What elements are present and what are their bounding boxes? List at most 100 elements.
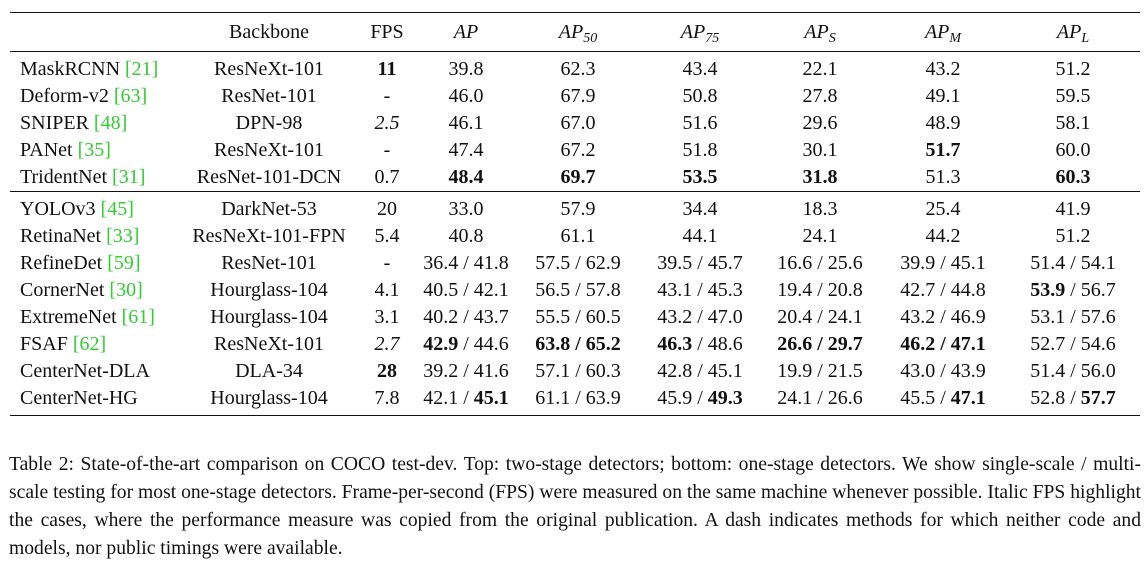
backbone-cell: ResNet-101 bbox=[221, 85, 317, 107]
backbone-cell: ResNeXt-101 bbox=[214, 139, 324, 161]
fps-cell: 28 bbox=[358, 358, 416, 385]
ap75-value: 53.5 bbox=[682, 166, 718, 188]
aps-cell: 24.1 / 26.6 bbox=[760, 385, 880, 416]
backbone-cell: DPN-98 bbox=[235, 112, 303, 134]
ap75-value: 43.1 / 45.3 bbox=[657, 279, 743, 301]
table-row: ExtremeNet [61] Hourglass-104 3.1 40.2 / 43… bbox=[10, 304, 1140, 331]
backbone-cell: DLA-34 bbox=[235, 360, 303, 382]
aps-value: 29.6 bbox=[802, 112, 838, 134]
ap75-cell: 44.1 bbox=[640, 223, 760, 250]
aps-value: 31.8 bbox=[802, 166, 838, 188]
apm-cell: 43.2 bbox=[880, 52, 1006, 84]
method-label: RefineDet bbox=[20, 252, 108, 274]
ap-value: 42.9 bbox=[423, 333, 459, 355]
header-method bbox=[10, 13, 180, 52]
header-ap50: AP50 bbox=[558, 21, 598, 46]
citation-link: [31] bbox=[112, 166, 146, 188]
header-backbone: Backbone bbox=[229, 21, 309, 43]
ap50-value: 61.1 / 63.9 bbox=[535, 387, 621, 409]
ap50-value: 67.2 bbox=[560, 139, 596, 161]
apm-value: 46.2 / 47.1 bbox=[900, 333, 986, 355]
table-row: RetinaNet [33] ResNeXt-101-FPN 5.4 40.8 61.1… bbox=[10, 223, 1140, 250]
ap-value: 40.8 bbox=[448, 225, 484, 247]
method-label: RetinaNet bbox=[20, 225, 107, 247]
fps-cell: 3.1 bbox=[358, 304, 416, 331]
method-name: TridentNet [31] bbox=[10, 164, 180, 192]
fps-cell: 20 bbox=[358, 192, 416, 224]
apl-value: 52.8 / bbox=[1030, 387, 1081, 409]
ap75-value: 51.8 bbox=[682, 139, 718, 161]
ap75-cell: 46.3 / 48.6 bbox=[640, 331, 760, 358]
fps-cell: - bbox=[358, 250, 416, 277]
ap75-value: 43.2 / 47.0 bbox=[657, 306, 743, 328]
ap75-cell: 43.2 / 47.0 bbox=[640, 304, 760, 331]
aps-value: 19.4 / 20.8 bbox=[777, 279, 863, 301]
ap75-value: 51.6 bbox=[682, 112, 718, 134]
apl-cell: 53.1 / 57.6 bbox=[1006, 304, 1140, 331]
apl-cell: 51.2 bbox=[1006, 223, 1140, 250]
method-label: TridentNet bbox=[20, 166, 113, 188]
ap50-cell: 62.3 bbox=[516, 52, 640, 84]
apl-cell: 51.4 / 54.1 bbox=[1006, 250, 1140, 277]
ap75-cell: 43.1 / 45.3 bbox=[640, 277, 760, 304]
aps-cell: 16.6 / 25.6 bbox=[760, 250, 880, 277]
aps-cell: 20.4 / 24.1 bbox=[760, 304, 880, 331]
ap75-cell: 39.5 / 45.7 bbox=[640, 250, 760, 277]
apm-value: 39.9 / 45.1 bbox=[900, 252, 986, 274]
fps-cell: 2.7 bbox=[358, 331, 416, 358]
ap50-value: 57.1 / 60.3 bbox=[535, 360, 621, 382]
ap75-value: 34.4 bbox=[682, 198, 718, 220]
ap75-cell: 53.5 bbox=[640, 164, 760, 192]
method-label: CenterNet-HG bbox=[20, 387, 138, 409]
backbone-cell: ResNet-101 bbox=[221, 252, 317, 274]
backbone-cell: ResNeXt-101 bbox=[214, 333, 324, 355]
ap50-cell: 57.5 / 62.9 bbox=[516, 250, 640, 277]
ap75-value: 50.8 bbox=[682, 85, 718, 107]
method-name: FSAF [62] bbox=[10, 331, 180, 358]
citation-link: [59] bbox=[107, 252, 141, 274]
table-row: YOLOv3 [45] DarkNet-53 20 33.0 57.9 34.4 18.3 2… bbox=[10, 192, 1140, 224]
table-caption: Table 2: State-of-the-art comparison on … bbox=[9, 454, 1141, 559]
ap-cell: 47.4 bbox=[416, 137, 516, 164]
aps-cell: 18.3 bbox=[760, 192, 880, 224]
apl-cell: 60.0 bbox=[1006, 137, 1140, 164]
header-ap75: AP75 bbox=[680, 21, 720, 46]
ap50-value: 62.3 bbox=[560, 58, 596, 80]
apl-cell: 52.8 / 57.7 bbox=[1006, 385, 1140, 416]
table-row: PANet [35] ResNeXt-101 - 47.4 67.2 51.8 30.1 51… bbox=[10, 137, 1140, 164]
ap50-cell: 63.8 / 65.2 bbox=[516, 331, 640, 358]
backbone-cell: ResNet-101-DCN bbox=[196, 166, 342, 188]
method-name: MaskRCNN [21] bbox=[10, 52, 180, 84]
ap75-cell: 51.6 bbox=[640, 110, 760, 137]
ap75-value: 39.5 / 45.7 bbox=[657, 252, 743, 274]
method-name: Deform-v2 [63] bbox=[10, 83, 180, 110]
ap-cell: 40.2 / 43.7 bbox=[416, 304, 516, 331]
method-name: RefineDet [59] bbox=[10, 250, 180, 277]
ap50-cell: 61.1 / 63.9 bbox=[516, 385, 640, 416]
apl-cell: 52.7 / 54.6 bbox=[1006, 331, 1140, 358]
aps-value: 24.1 / 26.6 bbox=[777, 387, 863, 409]
apm-cell: 25.4 bbox=[880, 192, 1006, 224]
ap50-cell: 56.5 / 57.8 bbox=[516, 277, 640, 304]
ap50-value: 56.5 / 57.8 bbox=[535, 279, 621, 301]
aps-cell: 26.6 / 29.7 bbox=[760, 331, 880, 358]
ap-cell: 46.1 bbox=[416, 110, 516, 137]
fps-value: - bbox=[383, 139, 391, 161]
method-label: CenterNet-DLA bbox=[20, 360, 150, 382]
ap-cell: 36.4 / 41.8 bbox=[416, 250, 516, 277]
apm-cell: 51.3 bbox=[880, 164, 1006, 192]
table-row: Deform-v2 [63] ResNet-101 - 46.0 67.9 50.8 27.… bbox=[10, 83, 1140, 110]
apl-value: 51.4 / 54.1 bbox=[1030, 252, 1116, 274]
backbone-cell: DarkNet-53 bbox=[221, 198, 317, 220]
apl-value: 41.9 bbox=[1055, 198, 1091, 220]
apl-value: 60.0 bbox=[1055, 139, 1091, 161]
method-label: YOLOv3 bbox=[20, 198, 101, 220]
method-label: FSAF bbox=[20, 333, 73, 355]
aps-value: 20.4 / 24.1 bbox=[777, 306, 863, 328]
fps-value: - bbox=[383, 85, 391, 107]
ap50-value: 61.1 bbox=[560, 225, 596, 247]
aps-value: 22.1 bbox=[802, 58, 838, 80]
table-row: CenterNet-HG Hourglass-104 7.8 42.1 / 45.1 6… bbox=[10, 385, 1140, 416]
two-stage-section: MaskRCNN [21] ResNeXt-101 11 39.8 62.3 43.4 22… bbox=[10, 52, 1140, 192]
fps-cell: 2.5 bbox=[358, 110, 416, 137]
